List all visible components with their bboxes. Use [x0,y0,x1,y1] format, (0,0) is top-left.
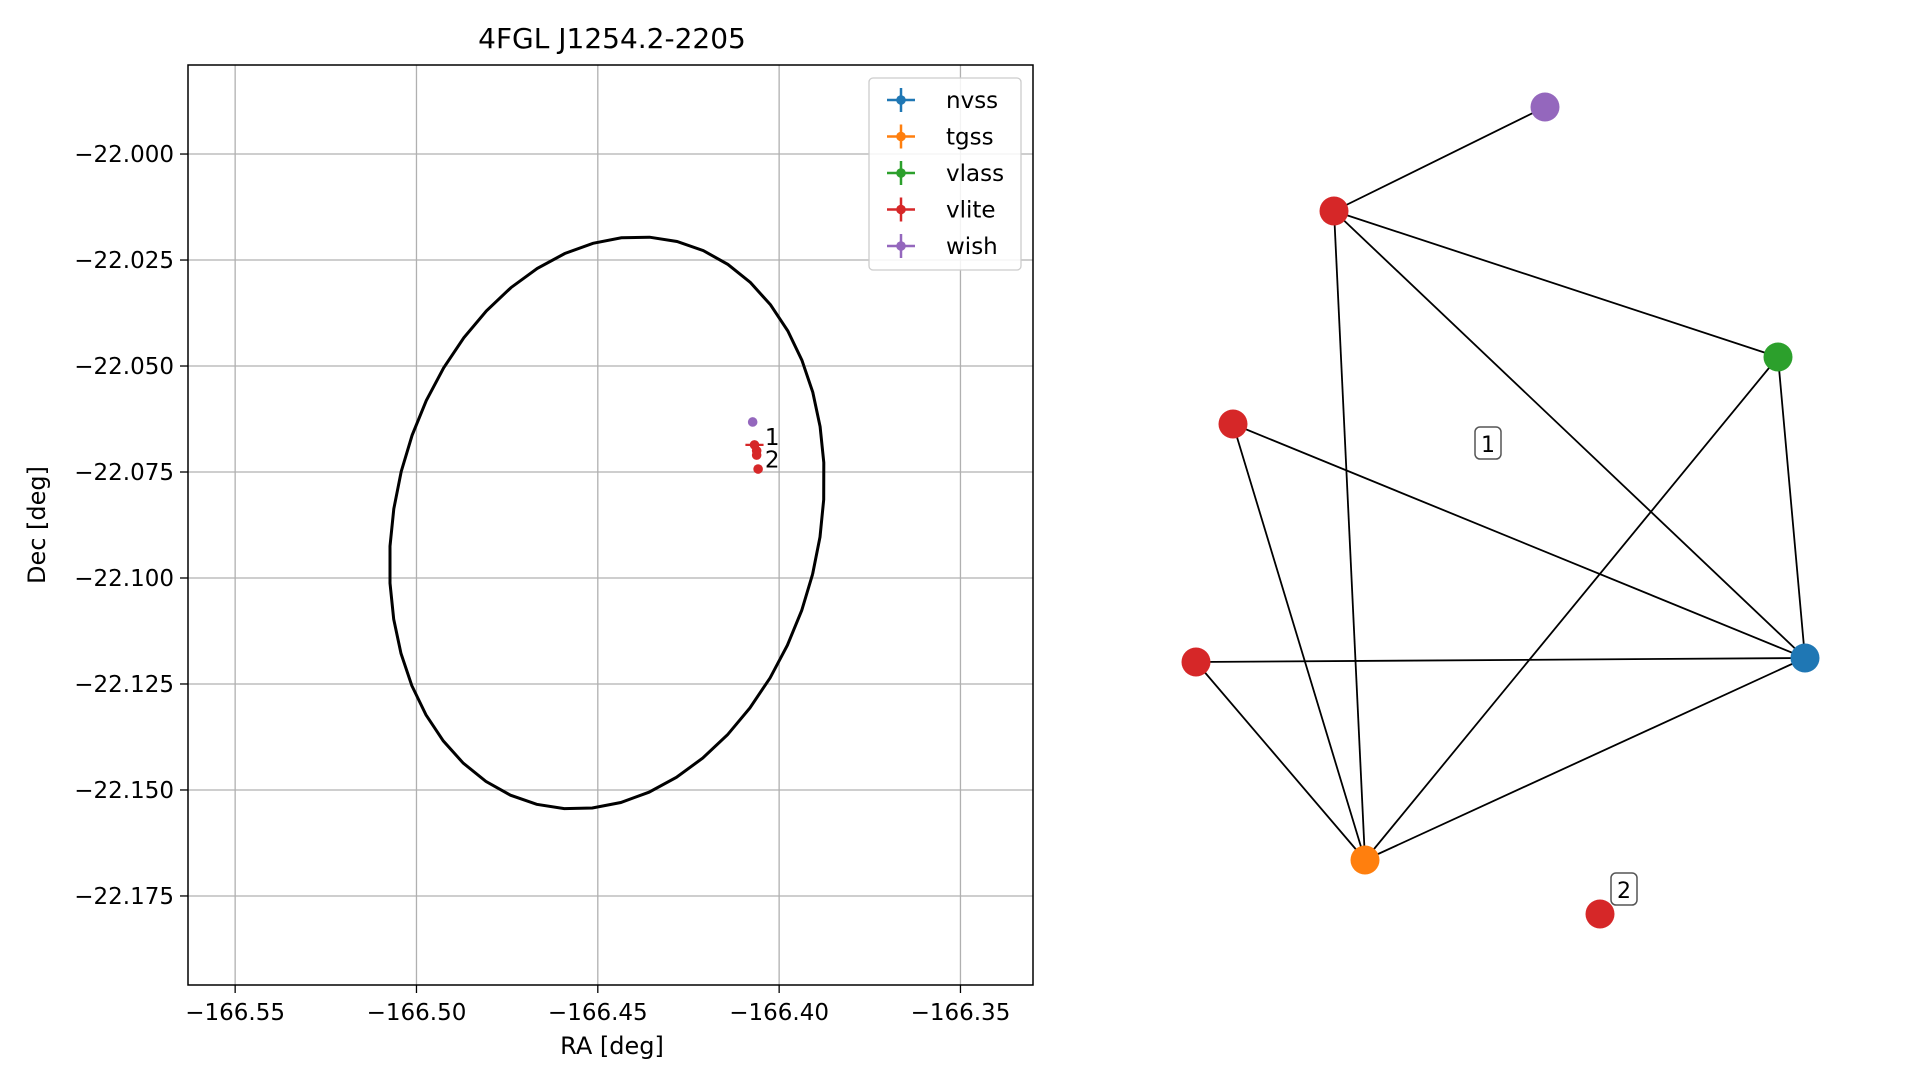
legend: nvss tgss vlass vlite wish [868,77,1022,271]
y-tick-label: −22.050 [74,354,174,380]
network-labels: 12 [1474,426,1638,906]
legend-label: nvss [946,88,998,114]
y-tick-label: −22.150 [74,778,174,804]
data-point-vlite [751,450,762,460]
group-label: 1 [1474,426,1502,460]
y-tick-label: −22.175 [74,884,174,910]
x-tick-label: −166.50 [367,1000,467,1026]
data-point-vlite [753,464,763,474]
network-edges [1195,106,1806,861]
group-label-text: 1 [1481,433,1495,458]
marker [747,417,758,427]
point-annotations: 12 [765,425,780,473]
y-tick-label: −22.025 [74,248,174,274]
y-tick-label: −22.125 [74,672,174,698]
network-node-vlass [1763,342,1793,372]
data-points [745,417,764,474]
group-label-text: 2 [1617,879,1631,904]
network-panel: 12 [1181,92,1820,929]
legend-entry-vlite: vlite [887,197,996,224]
y-tick-label: −22.000 [74,142,174,168]
network-node-vlite [1218,409,1248,439]
legend-marker [896,204,906,215]
legend-entry-tgss: tgss [887,124,994,151]
x-tick-label: −166.55 [185,1000,285,1026]
network-node-nvss [1790,643,1820,673]
network-nodes [1181,92,1820,929]
network-edge [1333,210,1779,358]
confidence-ellipse [388,235,826,811]
plot-frame [187,64,1034,986]
x-tick-label: −166.45 [548,1000,648,1026]
legend-label: vlass [946,161,1004,187]
ellipse-outline [388,235,826,811]
legend-box [868,77,1022,271]
point-label: 2 [765,447,780,473]
y-tick-label: −22.075 [74,460,174,486]
network-node-tgss [1350,845,1380,875]
x-axis-ticks: −166.55 −166.50 −166.45 −166.40 −166.35 [185,985,1010,1026]
y-tick-label: −22.100 [74,566,174,592]
data-point-wish [747,417,758,427]
network-edge [1364,657,1806,861]
legend-entry-nvss: nvss [887,88,998,114]
grid [188,65,1033,985]
x-tick-label: −166.40 [729,1000,829,1026]
network-edge [1333,210,1806,659]
network-edge [1232,423,1806,659]
scatter-panel: 4FGL J1254.2-2205 12 −166.55 −166.50 −166.… [23,22,1034,1060]
legend-marker [896,241,906,251]
group-label-box [1610,872,1638,906]
network-edge [1195,661,1366,861]
y-axis-ticks: −22.000 −22.025 −22.050 −22.075 −22.100 −22.1… [74,142,188,910]
network-edge [1777,356,1806,659]
network-edge [1195,657,1806,663]
network-edge [1333,106,1546,212]
legend-marker [896,131,906,142]
marker [751,450,762,460]
network-node-vlite [1319,196,1349,226]
network-node-vlite [1585,899,1615,929]
legend-entry-wish: wish [887,234,998,260]
network-edge [1333,210,1366,861]
group-label: 2 [1610,872,1638,906]
group-label-box [1474,426,1502,460]
legend-entry-vlass: vlass [887,161,1004,187]
x-axis-label: RA [deg] [560,1032,664,1060]
x-tick-label: −166.35 [911,1000,1011,1026]
network-edge [1364,356,1779,861]
marker [753,464,763,474]
legend-label: vlite [946,198,996,224]
legend-marker [896,168,906,178]
legend-label: tgss [946,125,994,151]
point-label: 1 [765,425,780,451]
y-axis-label: Dec [deg] [23,466,51,584]
network-node-wish [1530,92,1560,122]
network-edge [1232,423,1366,861]
legend-marker [896,95,906,105]
legend-label: wish [946,234,998,260]
chart-title: 4FGL J1254.2-2205 [478,22,746,55]
network-node-vlite [1181,647,1211,677]
